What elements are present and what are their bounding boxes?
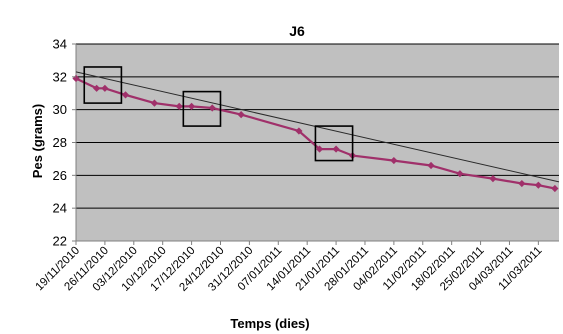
x-axis-label: Temps (dies) [230,316,309,331]
data-point [175,102,183,110]
series-line [75,77,556,190]
y-tick-label: 22 [53,234,67,249]
data-point [427,161,435,170]
highlight-box [83,66,123,104]
data-point [456,170,464,178]
x-axis-ticks: 19/11/201026/11/201003/12/201010/12/2010… [34,241,544,294]
highlight-box [314,125,354,162]
y-tick-label: 34 [53,37,67,52]
y-tick-label: 24 [53,201,67,216]
data-point [93,84,101,92]
chart-title: J6 [289,23,305,39]
data-point [551,184,559,193]
y-tick-label: 30 [53,102,67,117]
y-tick-label: 32 [53,69,67,84]
data-point [150,99,159,107]
data-point [187,102,196,110]
data-point [237,110,245,119]
highlight-box [182,90,222,127]
data-point [295,127,303,135]
data-point [390,156,398,165]
trendline-layer [75,71,560,183]
y-tick-label: 26 [53,168,67,183]
data-point [208,104,216,112]
annotation-boxes [83,66,354,162]
y-axis-ticks: 22 24 26 28 30 32 34 [53,37,76,249]
data-point [315,145,324,153]
y-axis-label: Pes (grams) [30,104,45,178]
data-point [489,175,497,183]
trendline [75,71,560,183]
data-point [121,91,130,99]
data-point [101,84,109,92]
data-point [332,145,340,153]
data-point [534,181,542,189]
data-point [518,179,526,188]
y-tick-label: 28 [53,135,67,150]
